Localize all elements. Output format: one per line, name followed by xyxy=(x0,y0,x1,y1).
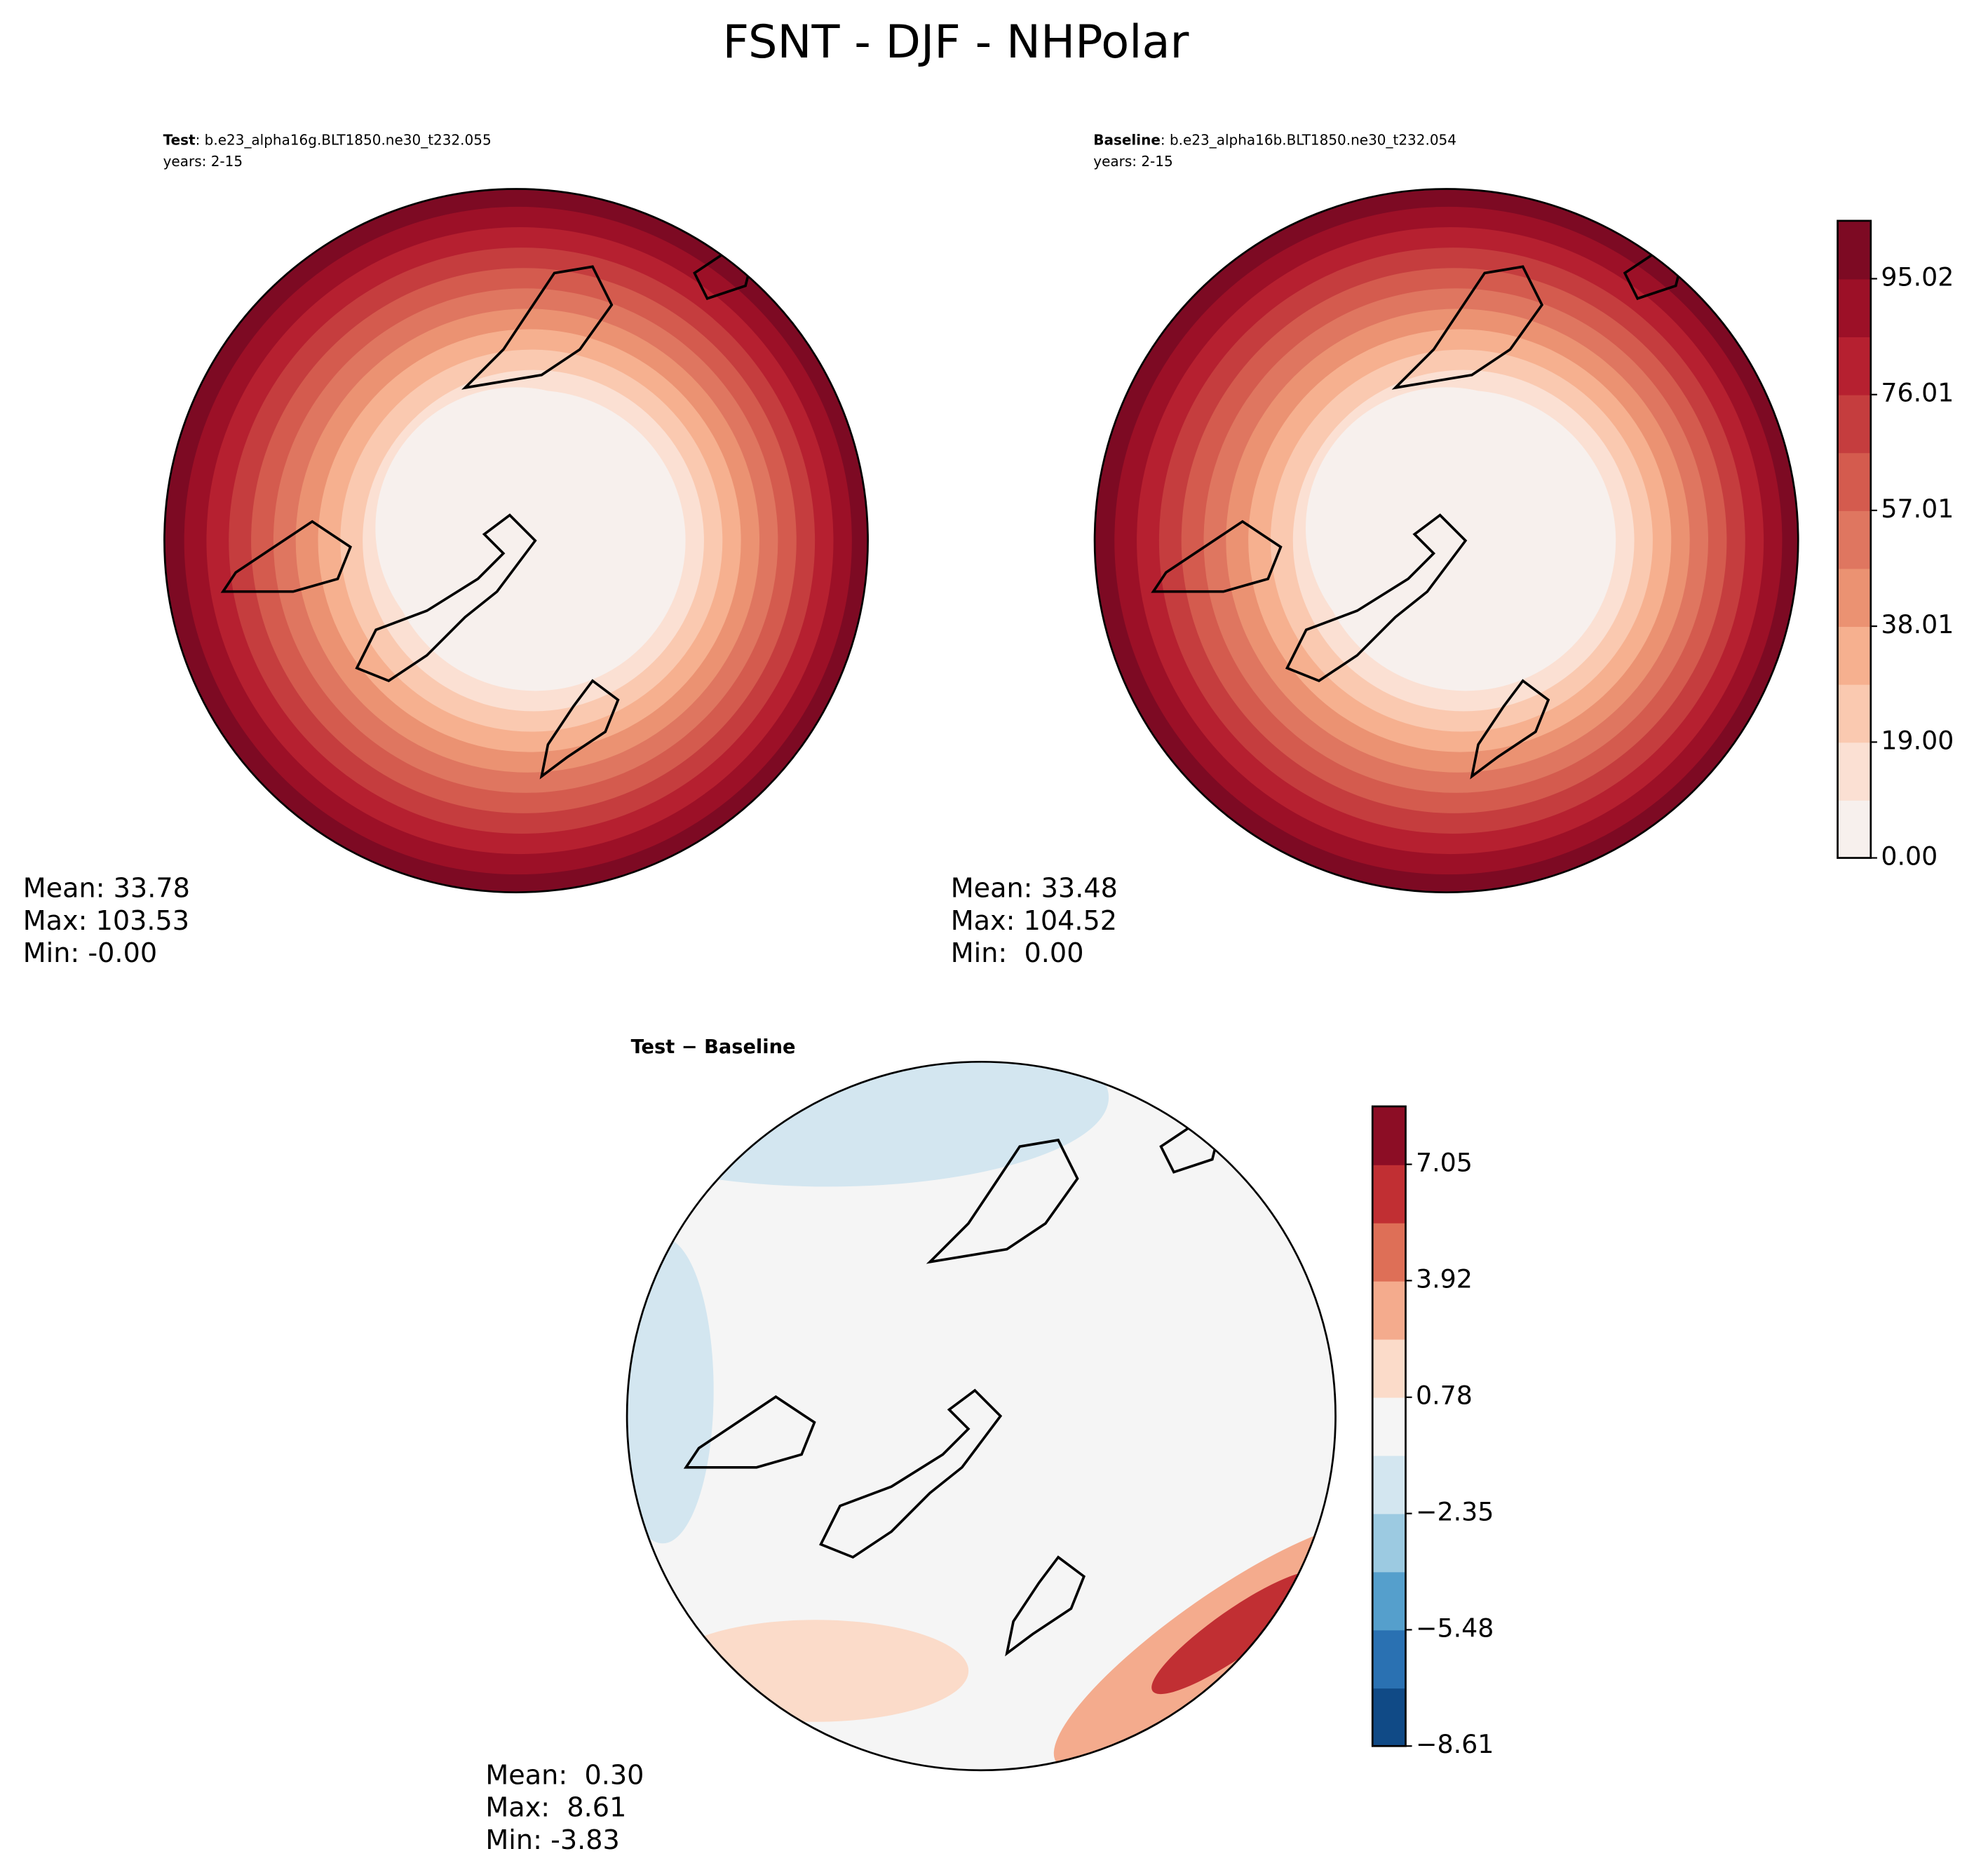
colorbar-band xyxy=(1372,1397,1406,1456)
panel-label: Baseline xyxy=(1093,131,1161,148)
colorbar-band xyxy=(1372,1339,1406,1398)
colorbar-band xyxy=(1372,1630,1406,1689)
stat-line: Max: 103.53 xyxy=(23,905,189,936)
stat-line: Mean: 33.48 xyxy=(951,872,1118,903)
coastline xyxy=(1285,513,1468,682)
map-boundary xyxy=(163,188,869,893)
stat-line: Max: 8.61 xyxy=(485,1792,626,1823)
polar-map xyxy=(164,189,868,893)
contour-band xyxy=(1306,387,1588,669)
stat-line: Min: -0.00 xyxy=(23,937,157,968)
colorbar-band xyxy=(1837,684,1871,743)
colorbar-band xyxy=(1837,337,1871,395)
panel-caption: Baseline: b.e23_alpha16b.BLT1850.ne30_t2… xyxy=(1093,131,1456,148)
contour-band xyxy=(663,1620,969,1722)
map-boundary xyxy=(1093,188,1799,893)
stat-line: Mean: 0.30 xyxy=(485,1759,644,1790)
colorbar-band xyxy=(1837,568,1871,628)
colorbar-tick-label: 38.01 xyxy=(1881,609,1954,639)
panel-caption: Test: b.e23_alpha16g.BLT1850.ne30_t232.0… xyxy=(163,131,492,148)
panel-case: : b.e23_alpha16b.BLT1850.ne30_t232.054 xyxy=(1161,131,1456,148)
contour-band xyxy=(375,387,657,669)
colorbar-band xyxy=(1837,742,1871,801)
contour-band xyxy=(1151,1571,1321,1695)
colorbar-tick-label: 0.78 xyxy=(1416,1381,1473,1411)
coastline xyxy=(220,520,352,593)
polar-map xyxy=(1095,189,1799,893)
colorbar-band xyxy=(1837,510,1871,569)
figure-title: FSNT - DJF - NHPolar xyxy=(723,15,1189,69)
coastline xyxy=(461,265,614,390)
stat-line: Min: 0.00 xyxy=(951,937,1084,968)
coastline xyxy=(819,1388,1003,1559)
colorbar-tick-label: 95.02 xyxy=(1881,262,1954,292)
stat-line: Min: -3.83 xyxy=(485,1824,619,1855)
colorbar-tick-label: 19.00 xyxy=(1881,725,1954,755)
colorbar-tick-label: 0.00 xyxy=(1881,841,1938,872)
colorbar-tick-label: 76.01 xyxy=(1881,378,1954,408)
colorbar-band xyxy=(1837,799,1871,859)
colorbar-tick-label: −2.35 xyxy=(1416,1497,1494,1527)
colorbar-tick-label: −8.61 xyxy=(1416,1729,1494,1759)
coastline xyxy=(926,1138,1079,1264)
stat-line: Mean: 33.78 xyxy=(23,872,190,903)
stat-line: Max: 104.52 xyxy=(951,905,1117,936)
panel-years: years: 2-15 xyxy=(163,153,243,170)
colorbar-band xyxy=(1837,452,1871,511)
colorbar-frame xyxy=(1837,219,1872,859)
panel-case: : b.e23_alpha16g.BLT1850.ne30_t232.055 xyxy=(196,131,492,148)
polar-map xyxy=(627,1062,1336,1770)
colorbar-band xyxy=(1837,278,1871,338)
panel-years: years: 2-15 xyxy=(1093,153,1172,170)
contour-band xyxy=(627,1062,1336,1770)
colorbar-band xyxy=(1372,1280,1406,1340)
coastline xyxy=(355,513,537,682)
colorbar-frame xyxy=(1371,1105,1407,1747)
colorbar-tick-label: 3.92 xyxy=(1416,1263,1473,1294)
colorbar-band xyxy=(1372,1571,1406,1631)
colorbar-band xyxy=(1372,1513,1406,1573)
colorbar-tick-label: 57.01 xyxy=(1881,494,1954,524)
colorbar-band xyxy=(1372,1222,1406,1282)
colorbar-band xyxy=(1372,1688,1406,1747)
coastline xyxy=(1391,265,1544,390)
colorbar-band xyxy=(1372,1455,1406,1515)
coastline xyxy=(683,1395,816,1469)
panel-label: Test xyxy=(163,131,196,148)
map-boundary xyxy=(626,1060,1337,1772)
diff-title: Test − Baseline xyxy=(631,1036,796,1058)
coastline xyxy=(539,679,620,780)
coastline xyxy=(1151,520,1283,593)
colorbar-band xyxy=(1372,1164,1406,1224)
colorbar-band xyxy=(1837,626,1871,685)
colorbar-band xyxy=(1837,394,1871,454)
colorbar-band xyxy=(1372,1106,1406,1165)
coastline xyxy=(1470,679,1550,780)
colorbar-band xyxy=(1837,220,1871,280)
colorbar-tick-label: 7.05 xyxy=(1416,1148,1473,1178)
colorbar-tick-label: −5.48 xyxy=(1416,1613,1494,1643)
coastline xyxy=(1005,1555,1086,1657)
